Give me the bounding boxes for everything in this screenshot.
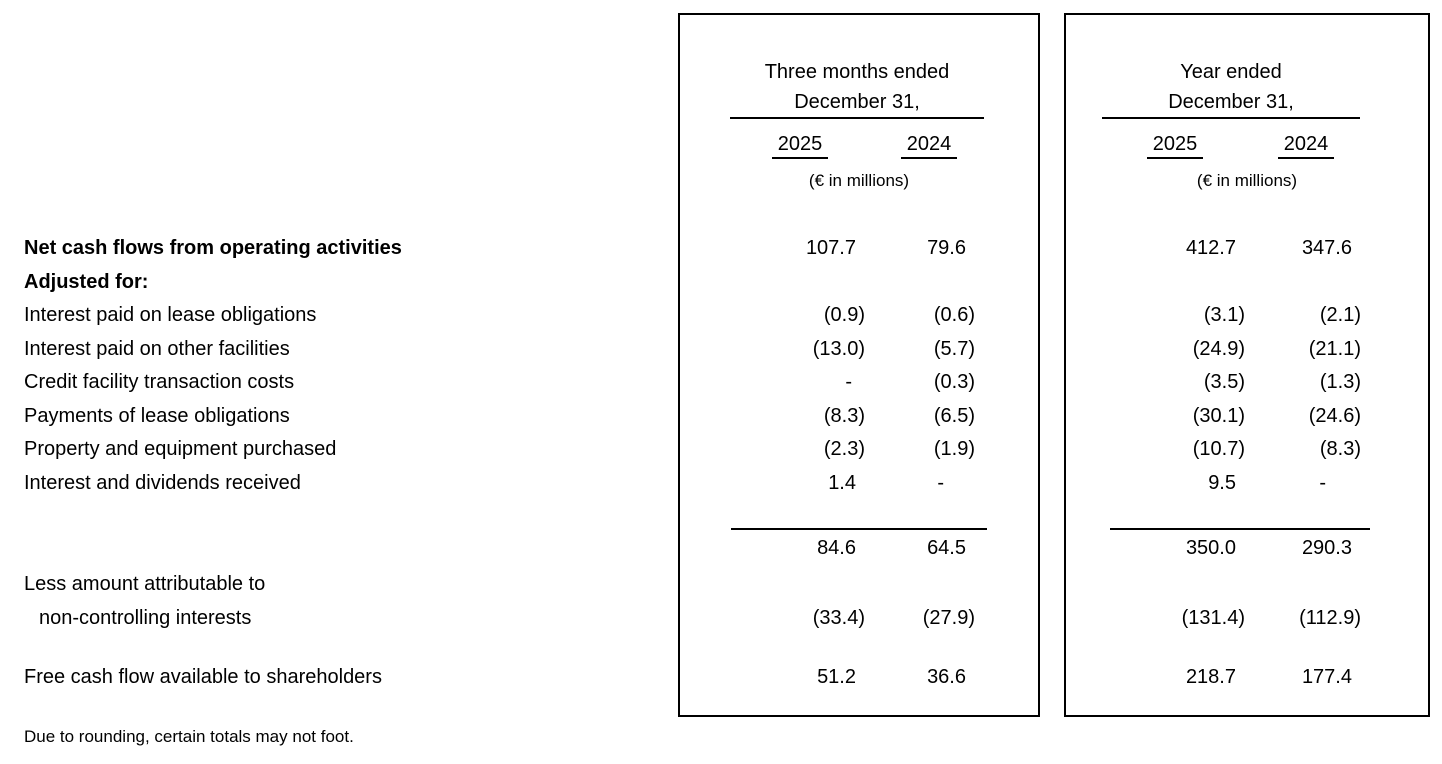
year-title-line2: December 31,: [1102, 90, 1360, 119]
three-months-units-note: (€ in millions): [808, 171, 910, 190]
table-row-operating-activities: Net cash flows from operating activities…: [0, 232, 1442, 266]
value-yr-2025: 9.5: [1208, 471, 1236, 494]
value-tm-2024: (5.7): [933, 337, 975, 360]
year-period-box: [1064, 13, 1430, 717]
value-tm-2024: (27.9): [922, 606, 975, 629]
value-tm-2024: (0.6): [933, 304, 975, 327]
year-units-note: (€ in millions): [1196, 171, 1298, 190]
row-label: Interest paid on other facilities: [24, 337, 290, 360]
value-yr-2024: (112.9): [1299, 606, 1361, 629]
value-tm-2024: (1.9): [933, 438, 975, 461]
subtotal-tm-2024: 64.5: [927, 536, 966, 559]
row-label: Property and equipment purchased: [24, 438, 337, 461]
value-tm-2025: 1.4: [828, 471, 856, 494]
value-yr-2025: (10.7): [1192, 438, 1245, 461]
value-tm-2024: (6.5): [933, 404, 975, 427]
row-label: Adjusted for:: [24, 270, 149, 293]
value-yr-2025: (3.5): [1203, 371, 1245, 394]
subtotal-tm-2025: 84.6: [817, 536, 856, 559]
table-row-interest-other: Interest paid on other facilities (13.0)…: [0, 333, 1442, 367]
value-tm-2025: -: [845, 371, 852, 394]
row-label: Net cash flows from operating activities: [24, 237, 402, 260]
year-col-2024: 2024: [1278, 133, 1334, 159]
value-tm-2025: 107.7: [805, 237, 856, 260]
value-tm-2025: (2.3): [823, 438, 865, 461]
rounding-footnote: Due to rounding, certain totals may not …: [24, 727, 354, 746]
value-tm-2025: 51.2: [817, 666, 856, 689]
value-yr-2024: (8.3): [1319, 438, 1361, 461]
value-yr-2024: (2.1): [1319, 304, 1361, 327]
value-tm-2025: (8.3): [823, 404, 865, 427]
value-tm-2024: (0.3): [933, 371, 975, 394]
subtotal-rule-three-months: [731, 528, 987, 530]
spacer: [0, 635, 1442, 661]
value-yr-2024: 347.6: [1301, 237, 1352, 260]
table-row-credit-facility: Credit facility transaction costs - (0.3…: [0, 366, 1442, 400]
value-yr-2024: (24.6): [1308, 404, 1361, 427]
table-row-interest-dividends: Interest and dividends received 1.4 - 9.…: [0, 467, 1442, 501]
row-label: Less amount attributable to: [24, 573, 266, 596]
table-row-subtotal: 84.6 64.5 350.0 290.3: [0, 528, 1442, 568]
value-yr-2025: (3.1): [1203, 304, 1245, 327]
table-row-interest-lease: Interest paid on lease obligations (0.9)…: [0, 299, 1442, 333]
spacer: [0, 500, 1442, 528]
table-row-non-controlling: non-controlling interests (33.4) (27.9) …: [0, 602, 1442, 636]
value-yr-2025: (131.4): [1181, 606, 1245, 629]
value-yr-2025: (24.9): [1192, 337, 1245, 360]
table-row-less-amount: Less amount attributable to: [0, 568, 1442, 602]
value-tm-2025: (33.4): [812, 606, 865, 629]
table-row-free-cash-flow: Free cash flow available to shareholders…: [0, 661, 1442, 695]
row-label: Free cash flow available to shareholders: [24, 666, 382, 689]
row-label: Interest and dividends received: [24, 471, 301, 494]
three-months-col-2025: 2025: [772, 133, 828, 159]
three-months-col-2024: 2024: [901, 133, 957, 159]
value-yr-2024: -: [1319, 471, 1326, 494]
value-yr-2024: (21.1): [1308, 337, 1361, 360]
row-label: Interest paid on lease obligations: [24, 304, 317, 327]
row-label: Credit facility transaction costs: [24, 371, 295, 394]
row-label: Payments of lease obligations: [24, 404, 290, 427]
three-months-period-box: [678, 13, 1040, 717]
value-yr-2024: 177.4: [1301, 666, 1352, 689]
value-yr-2024: (1.3): [1319, 371, 1361, 394]
year-title-line1: Year ended: [1180, 61, 1282, 83]
value-yr-2025: (30.1): [1192, 404, 1245, 427]
three-months-title-line2: December 31,: [730, 90, 984, 119]
value-tm-2024: 79.6: [927, 237, 966, 260]
table-row-payments-lease: Payments of lease obligations (8.3) (6.5…: [0, 400, 1442, 434]
value-yr-2025: 218.7: [1185, 666, 1236, 689]
value-tm-2025: (0.9): [823, 304, 865, 327]
three-months-title-line1: Three months ended: [764, 61, 950, 83]
year-col-2025: 2025: [1147, 133, 1203, 159]
subtotal-yr-2025: 350.0: [1185, 536, 1236, 559]
statement-body: Net cash flows from operating activities…: [0, 232, 1442, 695]
row-label: non-controlling interests: [39, 606, 252, 629]
value-yr-2025: 412.7: [1185, 237, 1236, 260]
value-tm-2024: -: [937, 471, 944, 494]
table-row-adjusted-for: Adjusted for:: [0, 266, 1442, 300]
subtotal-yr-2024: 290.3: [1301, 536, 1352, 559]
value-tm-2024: 36.6: [927, 666, 966, 689]
table-row-property-equipment: Property and equipment purchased (2.3) (…: [0, 433, 1442, 467]
subtotal-rule-year: [1110, 528, 1370, 530]
value-tm-2025: (13.0): [812, 337, 865, 360]
